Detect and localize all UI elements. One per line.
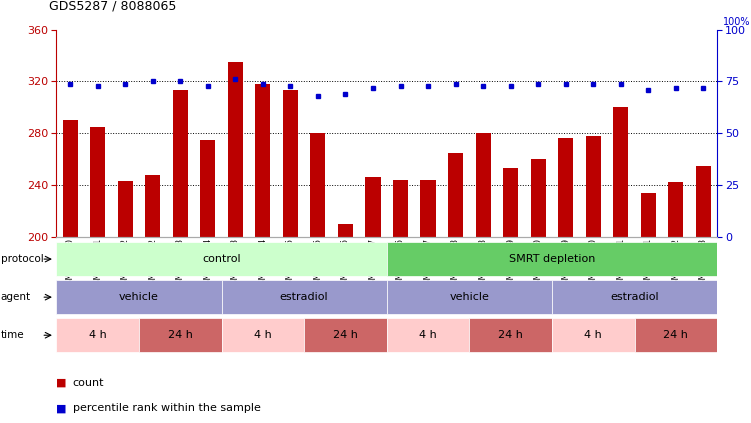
Bar [387, 319, 469, 352]
Text: 4 h: 4 h [584, 330, 602, 340]
Bar [228, 62, 243, 423]
Text: ■: ■ [56, 378, 67, 388]
Text: 24 h: 24 h [333, 330, 358, 340]
Bar [56, 280, 222, 314]
Bar [552, 280, 717, 314]
Bar [56, 242, 387, 276]
Bar [586, 136, 601, 423]
Bar [310, 133, 325, 423]
Text: control: control [202, 254, 241, 264]
Bar [201, 140, 216, 423]
Bar [558, 138, 573, 423]
Bar [387, 242, 717, 276]
Bar [283, 91, 298, 423]
Text: count: count [73, 378, 104, 388]
Text: 24 h: 24 h [663, 330, 689, 340]
Text: vehicle: vehicle [449, 292, 490, 302]
Text: ■: ■ [56, 403, 67, 413]
Text: 4 h: 4 h [89, 330, 107, 340]
Bar [503, 168, 518, 423]
Text: estradiol: estradiol [611, 292, 659, 302]
Bar [421, 180, 436, 423]
Bar [62, 120, 77, 423]
Text: estradiol: estradiol [280, 292, 328, 302]
Text: 24 h: 24 h [167, 330, 193, 340]
Bar [448, 153, 463, 423]
Text: 4 h: 4 h [254, 330, 272, 340]
Bar [338, 224, 353, 423]
Bar [255, 84, 270, 423]
Bar [635, 319, 717, 352]
Text: 4 h: 4 h [419, 330, 437, 340]
Text: protocol: protocol [1, 254, 44, 264]
Text: 100%: 100% [722, 17, 750, 27]
Bar [139, 319, 222, 352]
Bar [387, 280, 552, 314]
Text: GDS5287 / 8088065: GDS5287 / 8088065 [49, 0, 176, 13]
Text: agent: agent [1, 292, 31, 302]
Bar [118, 181, 133, 423]
Bar [173, 91, 188, 423]
Bar [222, 319, 304, 352]
Text: time: time [1, 330, 24, 340]
Bar [90, 127, 105, 423]
Bar [145, 175, 160, 423]
Bar [641, 193, 656, 423]
Bar [304, 319, 387, 352]
Text: percentile rank within the sample: percentile rank within the sample [73, 403, 261, 413]
Bar [393, 180, 408, 423]
Bar [614, 107, 629, 423]
Bar [469, 319, 552, 352]
Text: vehicle: vehicle [119, 292, 159, 302]
Bar [668, 182, 683, 423]
Bar [366, 177, 381, 423]
Bar [475, 133, 490, 423]
Bar [531, 159, 546, 423]
Bar [696, 166, 711, 423]
Bar [56, 319, 139, 352]
Text: 24 h: 24 h [498, 330, 523, 340]
Bar [222, 280, 387, 314]
Bar [552, 319, 635, 352]
Text: SMRT depletion: SMRT depletion [508, 254, 596, 264]
